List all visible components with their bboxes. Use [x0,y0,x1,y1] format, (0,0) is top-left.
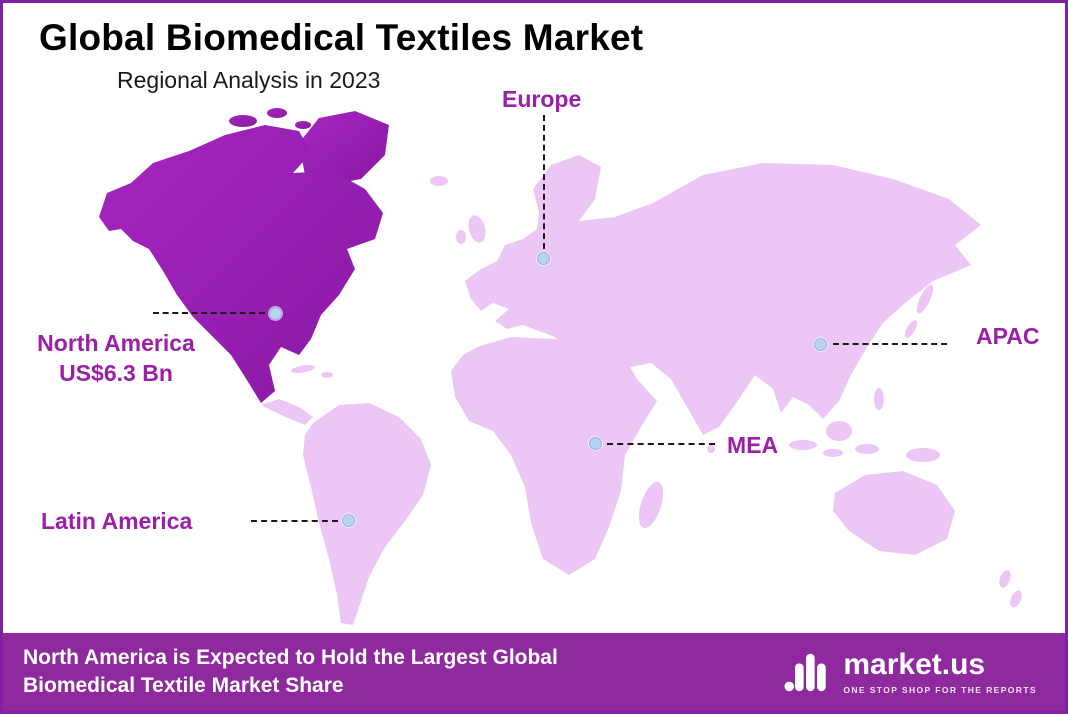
marketus-logo: market.us ONE STOP SHOP FOR THE REPORTS [783,648,1037,696]
map-asia-islands [707,284,940,462]
footer-headline-line1: North America is Expected to Hold the La… [23,645,558,669]
leader-line-europe [543,115,545,249]
region-label-latin-america: Latin America [41,508,193,534]
marker-latin-america [342,514,355,527]
marker-north-america [269,307,282,320]
region-label-europe: Europe [502,86,582,112]
map-region-south-america [303,403,431,625]
region-label-north-america: North America US$6.3 Bn [17,329,215,389]
leader-line-north-america [153,312,265,314]
map-region-new-zealand [999,570,1022,608]
leader-line-apac [833,343,947,345]
header: Global Biomedical Textiles Market Region… [39,17,643,94]
world-map [99,108,1022,625]
region-label-north-america-name: North America [37,330,195,356]
leader-line-mea [607,443,715,445]
marketus-logo-text: market.us [843,647,986,681]
leader-line-latin-america [251,520,338,522]
map-region-greenland [299,111,389,185]
region-label-apac: APAC [976,323,1040,349]
map-arctic-islands [229,108,311,129]
map-caribbean-islands [291,364,333,378]
region-label-mea: MEA [727,432,779,458]
marketus-logo-icon [784,653,827,692]
page-title: Global Biomedical Textiles Market [39,17,644,58]
footer-headline: North America is Expected to Hold the La… [23,644,558,701]
page-subtitle: Regional Analysis in 2023 [117,67,381,93]
map-region-madagascar [638,481,664,529]
map-region-australia [833,471,955,555]
map-europe-islands [430,176,486,244]
marketus-logo-tagline: ONE STOP SHOP FOR THE REPORTS [843,684,1037,695]
marker-mea [589,437,602,450]
map-region-north-america [99,125,383,403]
map-region-central-america [261,399,313,425]
marketus-logo-text-block: market.us ONE STOP SHOP FOR THE REPORTS [843,647,1037,695]
region-value-north-america: US$6.3 Bn [59,359,173,386]
footer-headline-line2: Biomedical Textile Market Share [23,674,344,697]
footer-banner: North America is Expected to Hold the La… [3,633,1065,711]
marker-apac [814,338,827,351]
marker-europe [537,252,550,265]
map-region-africa [451,337,657,575]
